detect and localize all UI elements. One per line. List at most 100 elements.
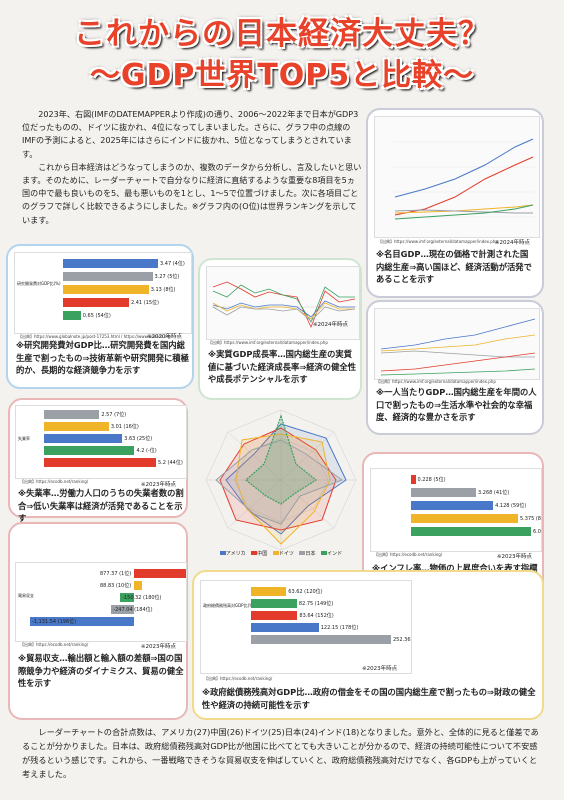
bar-usa: [30, 617, 134, 626]
source-note: 【出典】https://www.imf.org/external/datamap…: [208, 340, 328, 345]
inflation-chart: 0.228 (5位) 3.268 (41位) 4.128 (59位) 5.375 (8…: [370, 468, 542, 552]
bar-value-label: 88.83 (10位): [100, 583, 132, 589]
bar-china: [251, 611, 298, 620]
source-note: 【出典】https://ecodb.net/ranking/: [374, 552, 443, 557]
date-stamp: ※2020年時点: [146, 334, 182, 340]
bar-value-label: 3.63 (25位): [124, 436, 153, 442]
legend-usa: アメリカ: [225, 551, 246, 557]
bar-value-label: 3.13 (8位): [150, 287, 176, 293]
bar-value-label: 5.375 (88位): [519, 516, 541, 522]
bar-germany: [134, 581, 143, 590]
bar-japan: [44, 410, 100, 419]
radar-chart: アメリカ 中国 ドイツ 日本 インド: [196, 404, 366, 560]
page-title: これからの日本経済大丈夫？: [74, 16, 490, 52]
bar-value-label: 82.75 (149位): [298, 601, 334, 607]
debt-caption: ※政府総債務残高対GDP比…政府の借金をその国の国内総生産で割ったもの⇒財政の健…: [202, 687, 536, 710]
trade-card: 貿易収支 877.37 (1位) 88.83 (10位) -150.32 (180位…: [8, 522, 188, 720]
rd-caption: ※研究開発費対GDP比…研究開発費を国内総生産で割ったもの⇒技術革新や研究開発に…: [16, 340, 189, 375]
intro-paragraph: 2023年、右図(IMFのDATEMAPPERより作成)の通り、2006～202…: [22, 109, 359, 159]
per-capita-chart: [374, 308, 540, 380]
date-stamp: ※2023年時点: [140, 482, 176, 488]
per-capita-card: 【出典】https://www.imf.org/external/datamap…: [366, 300, 544, 435]
debt-card: 政府総債務残高対GDP比(%) 63.62 (120位) 82.75 (149位)…: [192, 570, 544, 720]
bar-value-label: 3.27 (5位): [154, 274, 180, 280]
source-note: 【出典】https://ecodb.net/ranking/: [20, 479, 89, 484]
bar-china: [44, 458, 156, 467]
bar-japan: [111, 605, 134, 614]
nominal-gdp-caption: ※名目GDP…現在の価格で計測された国内総生産⇒高い国ほど、経済活動が活発である…: [376, 249, 532, 284]
nominal-gdp-card: 【出典】https://www.imf.org/external/datamap…: [366, 108, 544, 298]
source-note: 【出典】https://www.globalnote.jp/post-17253…: [18, 334, 171, 339]
source-note: 【出典】https://ecodb.net/ranking/: [204, 676, 273, 681]
bar-germany: [411, 514, 518, 523]
bar-value-label: 877.37 (1位): [100, 571, 132, 577]
date-stamp: ※2023年時点: [140, 644, 176, 650]
real-gdp-chart: [206, 266, 360, 340]
real-gdp-card: 【出典】https://www.imf.org/external/datamap…: [198, 258, 362, 400]
bar-japan: [63, 272, 153, 281]
bar-japan: [251, 635, 391, 644]
bar-value-label: 0.228 (5位): [417, 477, 446, 483]
intro-paragraph: これから日本経済はどうなってしまうのか、複数のデータから分析し、言及したいと思い…: [22, 161, 362, 225]
legend-japan: 日本: [305, 551, 316, 557]
bar-value-label: 3.01 (16位): [110, 424, 139, 430]
bar-value-label: 6.03 (108位): [533, 529, 541, 535]
conclusion-text: レーダーチャートの合計点数は、アメリカ(27)中国(26)ドイツ(25)日本(2…: [22, 727, 539, 779]
real-gdp-caption: ※実質GDP成長率…国内総生産の実質値に基づいた経済成長率⇒経済の健全性や成長ポ…: [208, 349, 357, 384]
bar-usa: [63, 259, 158, 268]
debt-chart: 政府総債務残高対GDP比(%) 63.62 (120位) 82.75 (149位)…: [200, 580, 412, 674]
bar-value-label: 5.2 (44位): [158, 460, 183, 466]
rd-chart: 研究開発費対GDP比(%) 3.47 (4位) 3.27 (5位) 3.13 (8位…: [14, 252, 192, 334]
bar-india: [251, 599, 297, 608]
bar-value-label: -247.04 (184位): [113, 607, 153, 613]
trade-caption: ※貿易収支…輸出額と輸入額の差額⇒国の国際競争力や経済のダイナミクス、貿易の健全…: [18, 653, 184, 688]
source-note: 【出典】https://ecodb.net/ranking/: [20, 642, 89, 647]
date-stamp: ※2023年時点: [496, 554, 532, 560]
per-capita-caption: ※一人当たりGDP…国内総生産を年間の人口で割ったもの⇒生活水準や社会的な幸福度…: [376, 387, 537, 422]
unemployment-caption: ※失業率…労働力人口のうちの失業者数の割合⇒低い失業率は経済が活発であることを示…: [18, 488, 184, 523]
radar-svg: [205, 409, 357, 551]
bar-india: [120, 593, 134, 602]
bar-india: [63, 311, 81, 320]
bar-china: [134, 569, 186, 578]
date-stamp: ※2024年時点: [312, 322, 348, 328]
bar-china: [411, 475, 416, 484]
legend-germany: ドイツ: [278, 551, 294, 557]
bar-germany: [251, 587, 287, 596]
bar-value-label: 4.2 (-位): [136, 448, 157, 454]
trade-chart: 貿易収支 877.37 (1位) 88.83 (10位) -150.32 (180位…: [15, 562, 187, 642]
date-stamp: ※2024年時点: [494, 240, 530, 246]
source-note: 【出典】https://www.imf.org/external/datamap…: [376, 379, 496, 384]
bar-value-label: 0.65 (54位): [82, 313, 111, 319]
bar-value-label: 3.47 (4位): [160, 261, 185, 267]
bar-value-label: 122.15 (178位): [320, 625, 359, 631]
bar-china: [63, 298, 129, 307]
nominal-gdp-chart: [374, 116, 540, 238]
bar-value-label: 4.128 (59位): [495, 503, 527, 509]
bar-value-label: -150.32 (180位): [122, 595, 162, 601]
bar-value-label: -1,131.54 (196位): [32, 619, 77, 625]
bar-india: [411, 527, 531, 536]
per-capita-lines: [380, 318, 536, 376]
nominal-gdp-lines: [393, 138, 535, 220]
bar-usa: [411, 501, 494, 510]
bar-usa: [251, 623, 319, 632]
bar-value-label: 83.64 (152位): [299, 613, 334, 619]
source-note: 【出典】https://www.imf.org/external/datamap…: [378, 239, 498, 244]
bar-value-label: 3.268 (41位): [478, 490, 510, 496]
unemployment-chart: 失業率 2.57 (7位) 3.01 (16位) 3.63 (25位) 4.2 (-位…: [15, 405, 187, 479]
bar-japan: [411, 488, 477, 497]
bar-value-label: 2.57 (7位): [101, 412, 127, 418]
bar-germany: [63, 285, 149, 294]
bar-india: [44, 446, 135, 455]
real-gdp-lines: [211, 281, 357, 329]
unemployment-card: 失業率 2.57 (7位) 3.01 (16位) 3.63 (25位) 4.2 (-位…: [8, 398, 188, 523]
date-stamp: ※2023年時点: [362, 666, 398, 672]
legend-india: インド: [327, 551, 343, 557]
radar-legend: アメリカ 中国 ドイツ 日本 インド: [196, 550, 366, 557]
bar-value-label: 2.41 (15位): [130, 300, 159, 306]
bar-usa: [44, 434, 123, 443]
legend-china: 中国: [257, 551, 268, 557]
page-subtitle: ～GDP世界TOP5と比較～: [89, 58, 475, 93]
bar-value-label: 63.62 (120位): [288, 589, 323, 595]
